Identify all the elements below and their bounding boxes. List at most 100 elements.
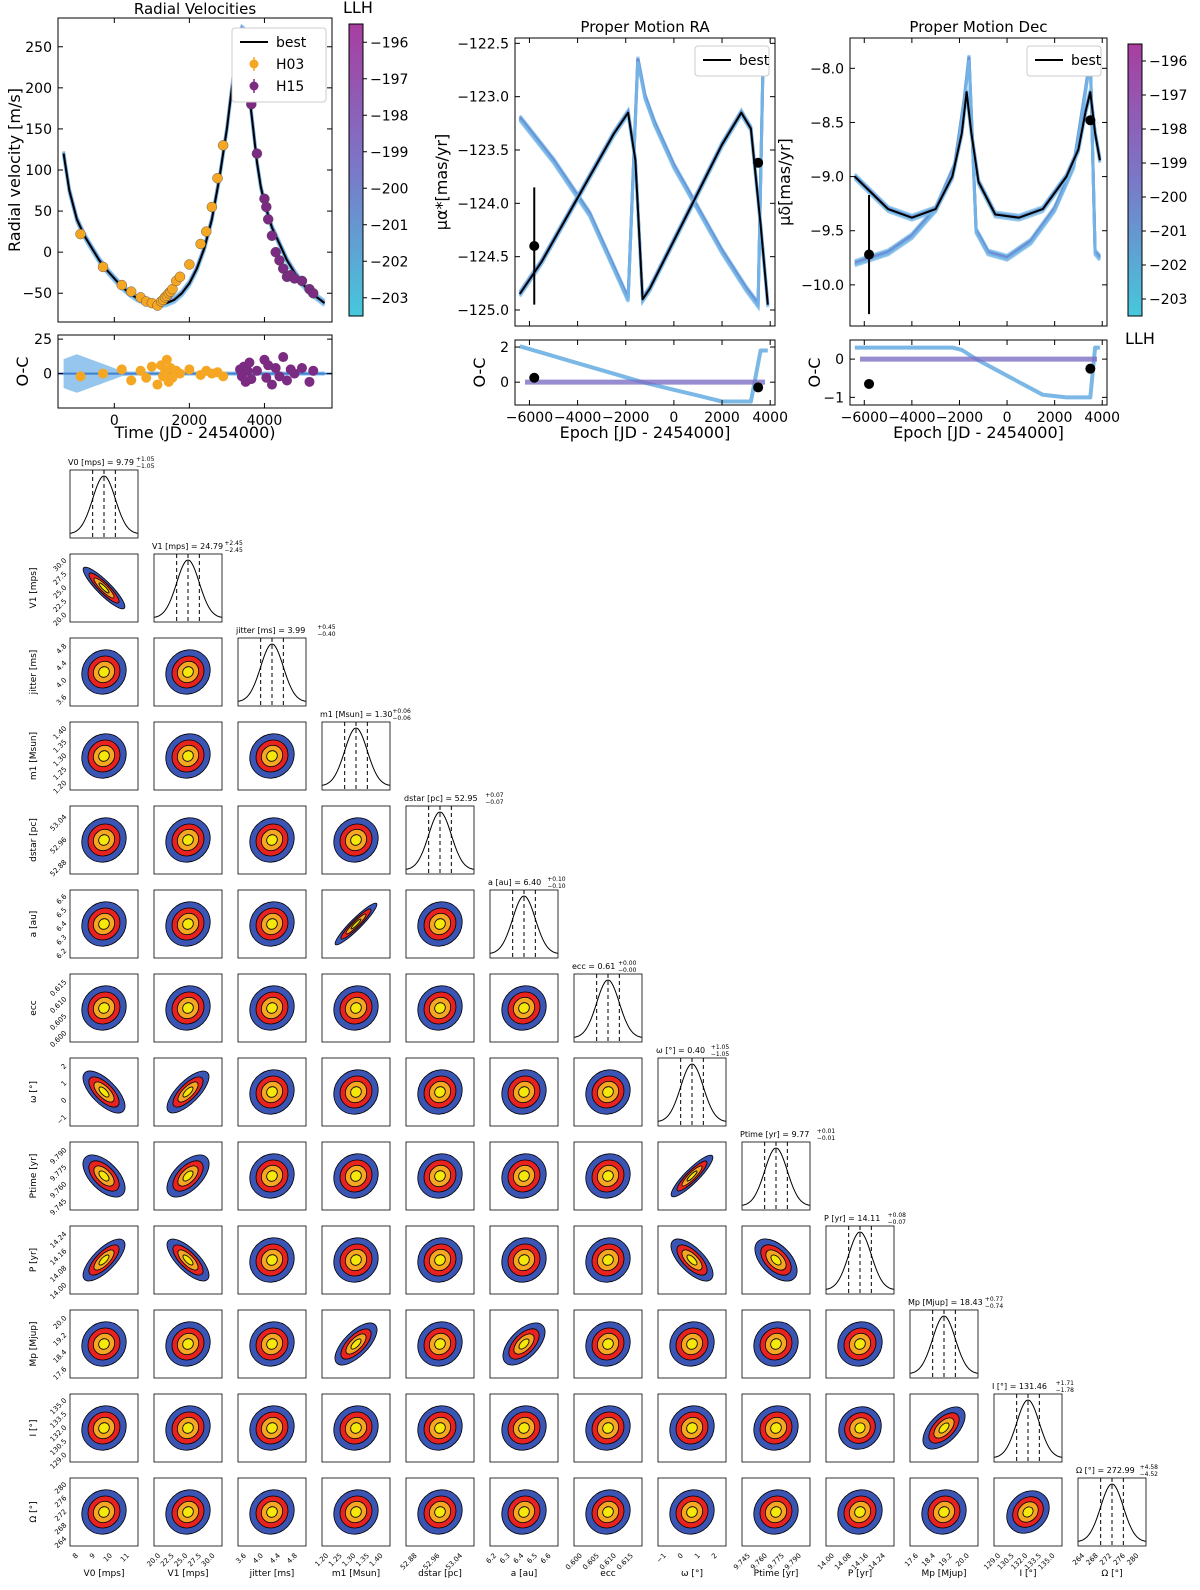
corner-y-tick-label: 2 — [60, 1062, 69, 1071]
rv-y-tick-label: −50 — [22, 286, 52, 302]
contour-level — [266, 750, 278, 762]
marginal-axes — [489, 889, 559, 959]
contour-level — [686, 1422, 698, 1434]
rv-point-h15 — [296, 275, 308, 287]
rv-colorbar-label: LLH — [343, 0, 373, 17]
rv-residual-point-h03 — [116, 364, 127, 375]
scatter-axes — [69, 889, 139, 959]
corner-cell — [321, 1225, 391, 1295]
corner-cell — [237, 1057, 307, 1127]
marginal-axes — [1077, 1477, 1147, 1547]
pmra-residual-y-label: O-C — [470, 358, 489, 388]
scatter-axes — [489, 1477, 559, 1547]
marginal-axes — [825, 1225, 895, 1295]
corner-y-tick-label: 1.35 — [52, 738, 69, 755]
corner-y-tick-label: 1.40 — [52, 725, 69, 742]
contour-level — [434, 1170, 446, 1182]
corner-cell: V1 [mps] = 24.79 +2.45−2.45 — [152, 540, 243, 623]
contour-level — [770, 1254, 782, 1266]
corner-x-tick-label: 19.2 — [937, 1552, 954, 1569]
corner-cell: I [°] = 131.46 +1.71−1.78 — [992, 1380, 1075, 1463]
corner-cell — [237, 1393, 307, 1463]
contour-level — [434, 1086, 446, 1098]
contour-level — [98, 834, 110, 846]
corner-cell — [909, 1393, 979, 1463]
corner-y-tick-label: 1.30 — [52, 752, 69, 769]
corner-x-tick-label: 4.8 — [285, 1552, 299, 1566]
corner-y-axis-label: V1 [mps] — [29, 568, 39, 609]
pmdec-resid-y-tick-label: −1 — [823, 390, 844, 406]
scatter-axes — [153, 805, 223, 875]
pmra-best-fit-line — [518, 111, 769, 305]
marginal-title: m1 [Msun] = 1.30 — [320, 710, 392, 719]
pmdec-best-fit-line — [854, 91, 1101, 219]
pmra-residual-alt-band — [519, 344, 768, 404]
pmdec-y-axis-label: μδ[mas/yr] — [775, 138, 794, 226]
corner-cell: m1 [Msun] = 1.30 +0.06−0.06 — [320, 708, 411, 791]
contour-level — [854, 1338, 866, 1350]
marginal-curve — [153, 559, 223, 618]
corner-cell: V0 [mps] = 9.79 +1.05−1.05 — [68, 456, 155, 539]
contour-level — [854, 1422, 866, 1434]
rv-point-h03 — [75, 228, 86, 240]
corner-cell: jitter [ms] = 3.99 +0.45−0.40 — [235, 624, 336, 707]
contour-level — [266, 1254, 278, 1266]
contour-level — [350, 1338, 362, 1350]
scatter-axes — [69, 1141, 139, 1211]
corner-cell — [153, 1393, 223, 1463]
pmdec-x-axis-label: Epoch [JD - 2454000] — [893, 423, 1064, 442]
pmdec-residual-alt-band — [854, 345, 1100, 400]
marginal-upper-error: +0.10 — [547, 876, 566, 883]
corner-y-tick-label: 14.16 — [49, 1247, 69, 1267]
rv-legend-marker — [249, 81, 259, 91]
corner-y-tick-label: 27.5 — [52, 570, 69, 587]
contour-level — [518, 1422, 530, 1434]
pmdec-colorbar-tick-label: −196 — [1149, 54, 1188, 70]
pmdec-data-point — [864, 249, 875, 260]
rv-residual-point-h15 — [304, 376, 315, 387]
corner-y-tick-label: 20.0 — [52, 1314, 69, 1331]
corner-cell — [489, 1141, 559, 1211]
scatter-axes — [237, 1141, 307, 1211]
scatter-axes — [825, 1477, 895, 1547]
marginal-lower-error: −1.05 — [711, 1051, 730, 1058]
contour-level — [98, 918, 110, 930]
corner-y-tick-label: 0 — [60, 1096, 69, 1105]
corner-cell — [321, 1057, 391, 1127]
corner-y-tick-label: 3.6 — [55, 693, 69, 707]
pmdec-x-tick-label: 4000 — [1084, 410, 1120, 426]
corner-y-tick-label: 272 — [53, 1508, 68, 1523]
corner-y-tick-label: 14.24 — [49, 1230, 69, 1250]
contour-level — [182, 1086, 194, 1098]
corner-x-tick-label: 6.3 — [498, 1552, 512, 1566]
scatter-axes — [69, 721, 139, 791]
contour-level — [350, 1254, 362, 1266]
pmra-title: Proper Motion RA — [580, 18, 710, 36]
rv-residual-point-h15 — [244, 357, 255, 368]
pmra-posterior-band — [518, 111, 770, 308]
rv-point-h03 — [125, 286, 137, 297]
corner-y-tick-label: 17.6 — [52, 1365, 69, 1382]
corner-cell — [657, 1225, 727, 1295]
marginal-upper-error: +0.77 — [985, 1296, 1004, 1303]
pmra-y-tick-label: −123.5 — [457, 143, 509, 159]
corner-plot: V0 [mps] = 9.79 +1.05−1.0520.022.525.027.… — [29, 456, 1158, 1579]
corner-x-tick-label: 4.4 — [268, 1551, 282, 1565]
marginal-upper-error: +1.71 — [1056, 1380, 1075, 1387]
corner-x-tick-label: 14.00 — [816, 1552, 836, 1572]
corner-y-tick-label: 6.5 — [55, 906, 69, 920]
contour-level — [602, 1254, 614, 1266]
corner-y-tick-label: 4.0 — [55, 676, 69, 690]
scatter-axes — [405, 1057, 475, 1127]
scatter-axes — [237, 805, 307, 875]
marginal-curve — [573, 979, 643, 1038]
marginal-curve — [69, 475, 139, 534]
pmdec-x-tick-label: 0 — [1003, 410, 1012, 426]
pmdec-x-tick-label: 2000 — [1037, 410, 1073, 426]
corner-cell — [153, 1225, 223, 1295]
corner-cell: 3.6 4.0 4.4 4.8 jitter [ms] — [29, 637, 139, 707]
